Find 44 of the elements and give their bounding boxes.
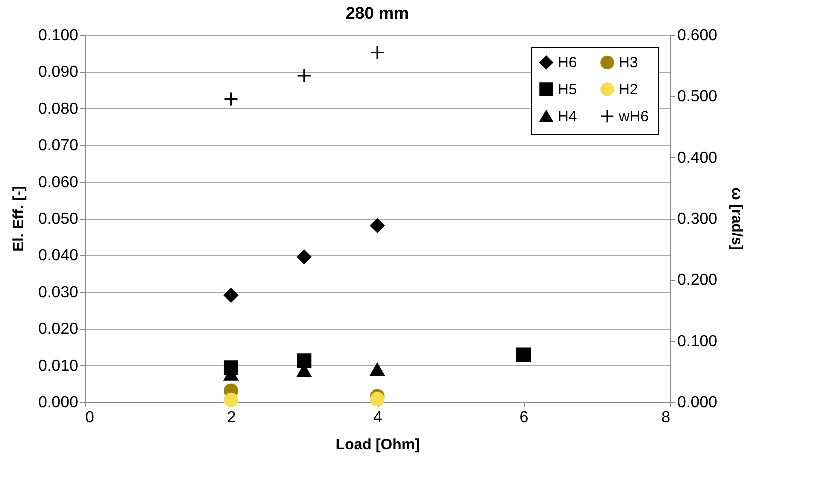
legend-label: H6 xyxy=(558,54,578,72)
y-tick-label: 0.050 xyxy=(38,211,79,228)
point xyxy=(370,363,385,376)
y-tick-label: 0.040 xyxy=(38,248,79,265)
point xyxy=(516,348,532,362)
point xyxy=(370,392,385,407)
point xyxy=(297,354,312,368)
legend-label: H3 xyxy=(619,54,638,72)
chart-title: 280 mm xyxy=(346,4,410,23)
y-tick-label: 0.090 xyxy=(38,64,79,82)
y-tick-label: 0.000 xyxy=(38,394,79,412)
x-tick-label: 6 xyxy=(520,410,529,426)
y2-tick-label: 0.000 xyxy=(678,394,718,412)
point xyxy=(370,218,385,234)
x-axis-title: Load [Ohm] xyxy=(336,436,420,454)
x-tick-label: 2 xyxy=(227,410,236,426)
y-axis-title: El. Eff. [-] xyxy=(10,186,28,252)
y2-tick-label: 0.500 xyxy=(678,88,718,106)
y2-tick-label: 0.300 xyxy=(678,211,718,228)
legend-label: H2 xyxy=(619,82,638,98)
point xyxy=(224,392,239,408)
y-tick-label: 0.030 xyxy=(38,284,79,302)
point xyxy=(224,288,239,303)
y2-tick-label: 0.400 xyxy=(678,150,718,167)
point xyxy=(370,45,385,60)
point xyxy=(224,92,239,106)
y-tick-label: 0.010 xyxy=(38,358,79,375)
y2-tick-label: 0.200 xyxy=(678,272,718,290)
y2-tick-label: 0.600 xyxy=(678,28,718,44)
x-tick-label: 0 xyxy=(86,410,94,426)
y-tick-label: 0.020 xyxy=(38,321,79,338)
y-tick-label: 0.070 xyxy=(38,138,79,155)
y-tick-label: 0.060 xyxy=(38,174,79,192)
point xyxy=(297,68,312,84)
y2-axis-title: ω [rad/s] xyxy=(728,188,746,250)
y-tick-label: 0.100 xyxy=(38,28,79,44)
legend-label: H4 xyxy=(558,108,578,126)
y2-tick-label: 0.100 xyxy=(678,333,718,350)
point xyxy=(297,250,312,264)
legend-label: wH6 xyxy=(618,108,650,126)
legend-label: H5 xyxy=(558,82,578,98)
x-tick-label: 4 xyxy=(374,410,383,426)
x-tick-label: 8 xyxy=(662,410,671,426)
y-tick-label: 0.080 xyxy=(38,100,79,118)
